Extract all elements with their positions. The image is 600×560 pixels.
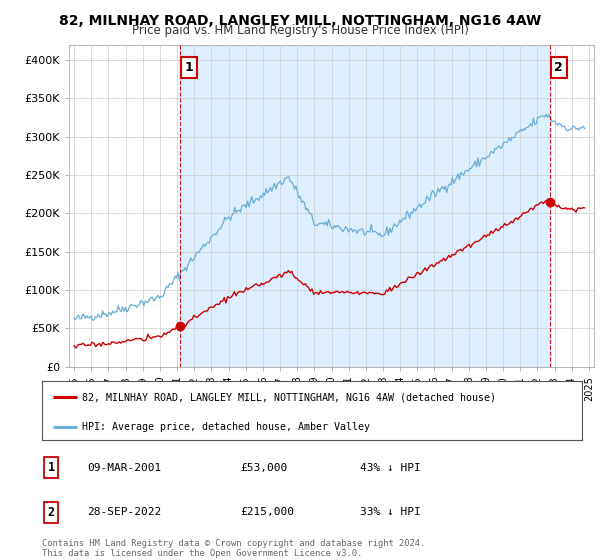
Text: 2: 2 — [554, 61, 563, 74]
Text: 1: 1 — [47, 461, 55, 474]
Text: 33% ↓ HPI: 33% ↓ HPI — [360, 507, 421, 517]
Text: 09-MAR-2001: 09-MAR-2001 — [87, 463, 161, 473]
Text: 82, MILNHAY ROAD, LANGLEY MILL, NOTTINGHAM, NG16 4AW (detached house): 82, MILNHAY ROAD, LANGLEY MILL, NOTTINGH… — [83, 392, 497, 402]
Text: 2: 2 — [47, 506, 55, 519]
Bar — [181, 45, 550, 367]
Text: £53,000: £53,000 — [240, 463, 287, 473]
Text: 43% ↓ HPI: 43% ↓ HPI — [360, 463, 421, 473]
Text: HPI: Average price, detached house, Amber Valley: HPI: Average price, detached house, Ambe… — [83, 422, 371, 432]
Text: Contains HM Land Registry data © Crown copyright and database right 2024.
This d: Contains HM Land Registry data © Crown c… — [42, 539, 425, 558]
Text: 82, MILNHAY ROAD, LANGLEY MILL, NOTTINGHAM, NG16 4AW: 82, MILNHAY ROAD, LANGLEY MILL, NOTTINGH… — [59, 14, 541, 28]
Text: 28-SEP-2022: 28-SEP-2022 — [87, 507, 161, 517]
Text: 1: 1 — [185, 61, 193, 74]
Text: Price paid vs. HM Land Registry's House Price Index (HPI): Price paid vs. HM Land Registry's House … — [131, 24, 469, 36]
Text: £215,000: £215,000 — [240, 507, 294, 517]
